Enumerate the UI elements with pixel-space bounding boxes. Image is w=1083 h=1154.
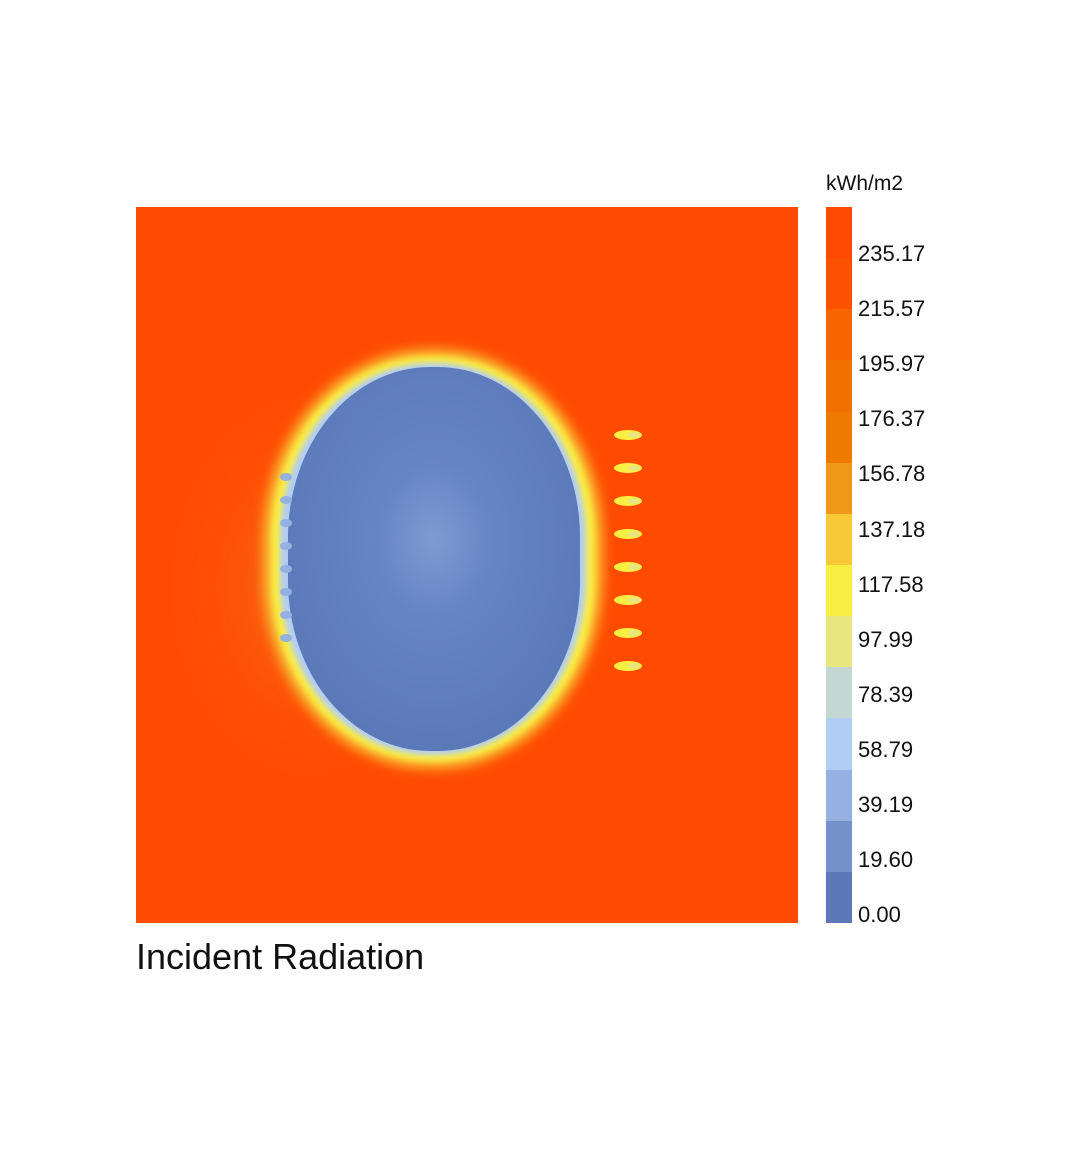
radiation-heatmap [136, 207, 798, 923]
right-edge-teeth [614, 430, 642, 671]
colorbar-segment [826, 769, 852, 822]
right-tooth-core [628, 564, 640, 570]
colorbar-tick-label: 39.19 [858, 792, 914, 817]
right-tooth-core [628, 498, 640, 504]
colorbar-segment [826, 616, 852, 668]
colorbar-ticks: 235.17 215.57 195.97 176.37 156.78 137.18 117.… [858, 207, 978, 928]
colorbar-segment [826, 667, 852, 719]
colorbar-tick-label: 235.17 [858, 241, 926, 266]
colorbar-tick-label: 156.78 [858, 461, 926, 487]
right-tooth-core [628, 531, 640, 537]
colorbar-segment [826, 462, 852, 515]
right-tooth-core [628, 432, 640, 438]
colorbar-segment [826, 309, 852, 361]
colorbar-tick-label: 0.00 [858, 902, 901, 928]
colorbar-tick-label: 58.79 [858, 736, 914, 762]
colorbar-segment [826, 411, 852, 464]
colorbar-tick-label: 215.57 [858, 296, 926, 322]
right-tooth-core [628, 663, 640, 669]
colorbar-segment [826, 871, 852, 924]
colorbar-tick-label: 195.97 [858, 351, 926, 377]
colorbar-segment [826, 513, 852, 566]
left-tooth [280, 519, 292, 527]
right-tooth-core [628, 465, 640, 471]
colorbar-segment [826, 207, 852, 259]
right-tooth-core [628, 630, 640, 636]
colorbar-segment [826, 820, 852, 873]
left-tooth [280, 588, 292, 596]
left-tooth [280, 634, 292, 642]
core-region [288, 367, 580, 751]
colorbar-segment [826, 360, 852, 413]
colorbar-tick-label: 97.99 [858, 626, 914, 652]
right-tooth-core [628, 597, 640, 603]
left-tooth [280, 611, 292, 619]
colorbar-segment [826, 258, 852, 310]
left-tooth [280, 496, 292, 504]
left-tooth [280, 542, 292, 550]
colorbar-tick-label: 78.39 [858, 681, 914, 707]
colorbar-tick-label: 19.60 [858, 847, 914, 873]
colorbar-tick-label: 137.18 [858, 516, 926, 542]
colorbar-tick-label: 117.58 [858, 571, 924, 597]
colorbar-unit-label: kWh/m2 [826, 172, 904, 195]
chart-title: Incident Radiation [136, 936, 425, 977]
left-tooth [280, 473, 292, 481]
colorbar-tick-label: 176.37 [858, 406, 926, 432]
left-edge-teeth [280, 473, 292, 642]
colorbar-segment [826, 565, 852, 617]
left-tooth [280, 565, 292, 573]
colorbar-segment [826, 718, 852, 771]
colorbar [826, 207, 852, 924]
